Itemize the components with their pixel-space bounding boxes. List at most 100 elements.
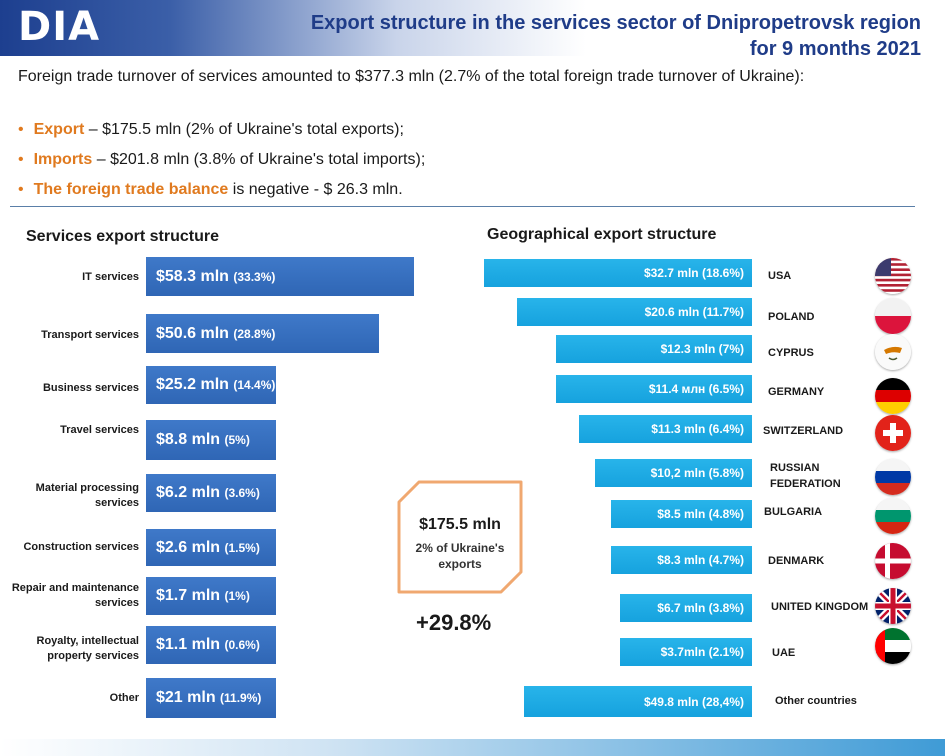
country-bar: $10,2 mln (5.8%) — [595, 459, 752, 487]
title-line-2: for 9 months 2021 — [749, 38, 921, 60]
service-category-label: Repair and maintenance services — [11, 582, 139, 609]
service-bar-value: $2.6 mln (1.5%) — [156, 538, 260, 556]
service-bar-share: (14.4%) — [233, 378, 276, 392]
header-band — [0, 0, 945, 56]
service-category-label: Construction services — [23, 541, 139, 553]
service-bar-value: $21 mln (11.9%) — [156, 689, 262, 706]
country-label: RUSSIAN FEDERATION — [770, 462, 841, 490]
service-bar-value: $50.6 mln (28.8%) — [156, 324, 276, 342]
bullet-balance: • The foreign trade balance is negative -… — [18, 180, 403, 200]
callout-value: $175.5 mln — [419, 516, 501, 533]
country-label: USA — [768, 270, 792, 282]
service-bar: $25.2 mln (14.4%) — [146, 366, 276, 404]
usa-flag-icon — [875, 258, 911, 294]
country-bar: $6.7 mln (3.8%) — [620, 594, 752, 622]
export-callout-frame — [397, 480, 523, 594]
country-bar: $8.5 mln (4.8%) — [611, 500, 752, 528]
country-bar: $20.6 mln (11.7%) — [517, 298, 752, 326]
service-bar: $1.7 mln (1%) — [146, 577, 276, 615]
country-bar-value: $49.8 mln (28,4%) — [643, 694, 744, 709]
country-label: SWITZERLAND — [763, 425, 844, 437]
country-bar: $49.8 mln (28,4%) — [524, 686, 752, 717]
switzerland-flag-icon — [875, 415, 911, 451]
growth-value: +29.8% — [416, 610, 492, 635]
bullet-label: The foreign trade balance — [33, 181, 229, 198]
bullet-text: is negative - $ 26.3 mln. — [228, 181, 403, 198]
country-label: UAE — [772, 647, 796, 659]
country-bar-value: $6.7 mln (3.8%) — [657, 601, 744, 615]
service-bar-value: $1.1 mln (0.6%) — [156, 636, 260, 653]
export-callout: $175.5 mln 2% of Ukraine's exports — [397, 480, 523, 594]
service-bar-share: (1.5%) — [224, 540, 260, 555]
country-label: DENMARK — [768, 555, 825, 567]
country-bar-value: $8.5 mln (4.8%) — [657, 507, 744, 521]
country-label: BULGARIA — [764, 506, 823, 518]
country-bar: $32.7 mln (18.6%) — [484, 259, 752, 287]
country-bar-value: $20.6 mln (11.7%) — [644, 305, 744, 319]
uk-flag-icon — [875, 588, 911, 624]
geo-chart-title: Geographical export structure — [487, 226, 717, 243]
service-bar-share: (1%) — [224, 589, 250, 603]
russia-flag-icon — [875, 459, 911, 495]
section-divider — [10, 206, 915, 207]
service-category-label: Travel services — [60, 424, 139, 436]
uae-flag-icon — [875, 628, 911, 664]
service-bar-value: $1.7 mln (1%) — [156, 587, 250, 604]
cyprus-flag-icon — [875, 334, 911, 370]
dia-logo: DIA — [18, 4, 101, 50]
germany-flag-icon — [875, 378, 911, 414]
services-chart-title: Services export structure — [26, 228, 219, 245]
country-label: Other countries — [775, 695, 857, 707]
country-bar-value: $12.3 mln (7%) — [660, 342, 744, 356]
service-category-label: Other — [109, 692, 139, 704]
country-bar-value: $11.3 mln (6.4%) — [651, 422, 744, 436]
country-bar: $12.3 mln (7%) — [556, 335, 752, 363]
bullet-imports: • Imports – $201.8 mln (3.8% of Ukraine's… — [18, 150, 425, 170]
service-category-label: IT services — [82, 271, 139, 283]
callout-line-1: 2% of Ukraine's — [415, 541, 505, 555]
service-bar: $58.3 mln (33.3%) — [146, 257, 415, 296]
callout-line-2: exports — [438, 557, 482, 571]
title-line-1: Export structure in the services sector … — [310, 12, 921, 34]
bullet-dot: • — [18, 151, 24, 168]
service-category-label: Royalty, intellectual property services — [36, 635, 140, 662]
country-bar-value: $3.7mln (2.1%) — [660, 645, 744, 659]
service-bar-value: $58.3 mln (33.3%) — [156, 267, 276, 285]
bullet-text: – $201.8 mln (3.8% of Ukraine's total im… — [92, 151, 426, 168]
country-bar: $11.4 млн (6.5%) — [556, 375, 752, 403]
country-bar: $3.7mln (2.1%) — [620, 638, 752, 666]
service-bar-share: (11.9%) — [220, 691, 262, 705]
service-bar-share: (3.6%) — [224, 486, 260, 500]
country-label: CYPRUS — [768, 347, 814, 359]
service-bar-value: $6.2 mln (3.6%) — [156, 484, 260, 501]
intro-text: Foreign trade turnover of services amoun… — [18, 68, 805, 85]
service-bar: $6.2 mln (3.6%) — [146, 474, 276, 512]
page-title: Export structure in the services sector … — [281, 10, 921, 62]
bullet-text: – $175.5 mln (2% of Ukraine's total expo… — [84, 121, 404, 138]
country-label: POLAND — [768, 311, 815, 323]
service-bar-share: (28.8%) — [233, 326, 276, 341]
country-bar: $11.3 mln (6.4%) — [579, 415, 752, 443]
bullet-export: • Export – $175.5 mln (2% of Ukraine's to… — [18, 120, 404, 140]
service-bar-value: $25.2 mln (14.4%) — [156, 376, 276, 393]
country-bar-value: $11.4 млн (6.5%) — [648, 382, 744, 396]
poland-flag-icon — [875, 298, 911, 334]
service-category-label: Business services — [42, 382, 139, 394]
service-bar-share: (5%) — [224, 433, 250, 447]
service-bar-share: (0.6%) — [224, 638, 260, 652]
service-category-label: Transport services — [41, 329, 139, 341]
bullet-dot: • — [18, 121, 24, 138]
country-label: GERMANY — [768, 386, 825, 398]
country-bar-value: $32.7 mln (18.6%) — [643, 266, 744, 280]
service-bar: $8.8 mln (5%) — [146, 420, 276, 460]
service-bar: $50.6 mln (28.8%) — [146, 314, 379, 353]
country-bar-value: $10,2 mln (5.8%) — [650, 466, 744, 480]
bullet-label: Imports — [33, 151, 93, 168]
denmark-flag-icon — [875, 543, 911, 579]
country-bar: $8.3 mln (4.7%) — [611, 546, 752, 574]
country-label: UNITED KINGDOM — [771, 601, 869, 613]
callout-subtext: 2% of Ukraine's exports — [397, 540, 523, 572]
bullet-label: Export — [33, 121, 85, 138]
service-bar-share: (33.3%) — [233, 269, 276, 284]
country-bar-value: $8.3 mln (4.7%) — [657, 553, 744, 567]
